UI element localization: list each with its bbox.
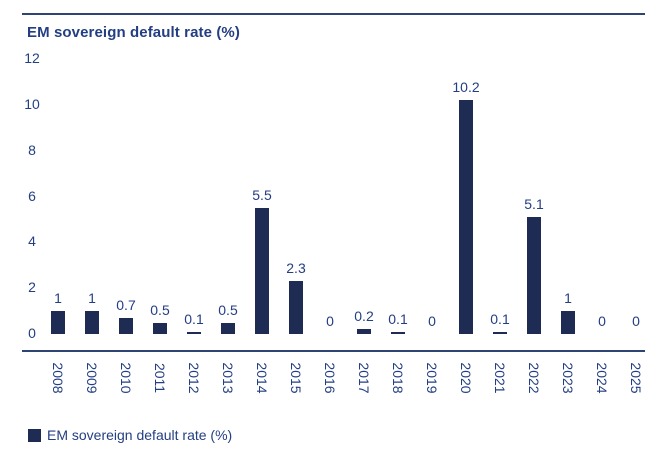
bar-value-label: 10.2 [452,79,480,95]
top-divider-line [22,13,645,15]
bar [187,332,201,334]
bar [459,100,473,334]
x-tick-label: 2015 [288,362,304,394]
bar-value-label: 1 [564,290,572,306]
bar-value-label: 0.1 [388,311,408,327]
x-tick-label: 2017 [356,362,372,394]
x-tick-label: 2022 [526,362,542,394]
x-tick-label: 2013 [220,362,236,394]
x-tick-label: 2014 [254,362,270,394]
x-axis-line [22,350,645,352]
x-tick-label: 2023 [560,362,576,394]
y-tick-label: 2 [28,279,36,296]
bar-value-label: 0.1 [184,311,204,327]
x-tick-label: 2021 [492,362,508,394]
x-tick-label: 2020 [458,362,474,394]
y-tick-label: 10 [24,96,40,112]
bar-value-label: 0.5 [218,302,238,318]
bar-value-label: 0.1 [490,311,510,327]
bar-value-label: 0 [632,313,640,329]
x-tick-label: 2025 [628,362,644,394]
y-tick-label: 6 [28,187,36,204]
x-tick-label: 2019 [424,362,440,394]
x-tick-label: 2016 [322,362,338,394]
x-tick-label: 2011 [152,362,168,394]
y-tick-label: 12 [24,50,40,67]
bar-value-label: 0.5 [150,302,170,318]
bar-value-label: 0.2 [354,308,374,324]
bar-value-label: 5.1 [524,196,544,212]
y-tick-label: 4 [28,233,36,250]
bar [527,217,541,334]
bar [153,323,167,334]
bar [119,318,133,334]
bar [561,311,575,334]
x-tick-label: 2012 [186,362,202,394]
bar-value-label: 0.7 [116,297,136,313]
bar-value-label: 1 [54,290,62,306]
bar-value-label: 2.3 [286,260,306,276]
chart-title: EM sovereign default rate (%) [27,24,240,41]
bar [289,281,303,334]
bar-value-label: 1 [88,290,96,306]
bar [255,208,269,334]
x-tick-label: 2024 [594,362,610,394]
bar [357,329,371,334]
bar [391,332,405,334]
y-tick-label: 8 [28,141,36,158]
legend-swatch [28,428,41,442]
x-tick-label: 2010 [118,362,134,394]
bar-value-label: 0 [428,313,436,329]
x-tick-label: 2008 [50,362,66,394]
x-tick-label: 2009 [84,362,100,394]
bar [51,311,65,334]
bar [493,332,507,334]
bar [85,311,99,334]
bar-value-label: 5.5 [252,187,272,203]
y-tick-label: 0 [28,325,36,341]
bar [221,323,235,334]
x-tick-label: 2018 [390,362,406,394]
legend: EM sovereign default rate (%) [28,427,233,443]
legend-label: EM sovereign default rate (%) [47,427,233,443]
bar-value-label: 0 [598,313,606,329]
bar-value-label: 0 [326,313,334,329]
